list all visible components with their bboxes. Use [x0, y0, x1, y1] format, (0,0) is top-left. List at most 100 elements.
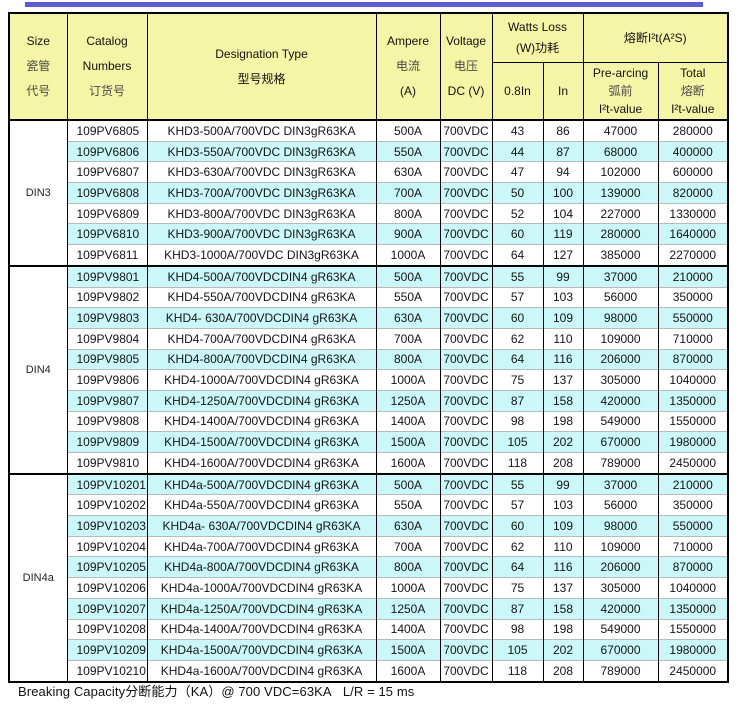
designation-cell: KHD4a-1250A/700VDCDIN4 gR63KA — [146, 597, 377, 619]
watts-08in-cell: 62 — [491, 535, 544, 557]
total-line1: Total — [680, 66, 706, 80]
watts-in-cell: 86 — [542, 118, 584, 142]
watts-loss-line2: (W)功耗 — [515, 41, 560, 55]
watts-08in-cell: 52 — [491, 202, 544, 224]
watts-08in-cell: 64 — [491, 556, 544, 578]
watts-08in-cell: 60 — [491, 515, 544, 537]
watts-08in-cell: 105 — [491, 431, 544, 453]
watts-08in-cell: 60 — [491, 307, 544, 329]
designation-cell: KHD4a-800A/700VDCDIN4 gR63KA — [146, 556, 377, 578]
watts-in-cell: 109 — [542, 307, 584, 329]
catalog-header-line2: Numbers — [82, 59, 132, 73]
total-cell: 870000 — [657, 348, 729, 370]
size-group-cell: DIN4a — [8, 472, 68, 682]
ampere-cell: 630A — [375, 515, 441, 537]
prearcing-cell: 305000 — [582, 577, 659, 599]
table-row: 109PV10204 KHD4a-700A/700VDCDIN4 gR63KA 70… — [9, 535, 729, 557]
voltage-cell: 700VDC — [439, 556, 493, 578]
designation-cell: KHD4-1250A/700VDCDIN4 gR63KA — [146, 389, 377, 412]
table-row: 109PV10205 KHD4a-800A/700VDCDIN4 gR63KA 80… — [9, 556, 729, 578]
ampere-header-line1: Ampere — [386, 34, 430, 48]
catalog-cell: 109PV9809 — [66, 431, 148, 453]
catalog-cell: 109PV10203 — [66, 515, 148, 537]
prearcing-cell: 56000 — [582, 494, 659, 516]
total-cell: 350000 — [657, 494, 729, 516]
total-cell: 1980000 — [657, 639, 729, 661]
total-cell: 400000 — [657, 140, 729, 162]
designation-cell: KHD4-800A/700VDCDIN4 gR63KA — [146, 348, 377, 370]
prearcing-cell: 98000 — [582, 515, 659, 537]
catalog-cell: 109PV6805 — [66, 118, 148, 142]
prearcing-cell: 670000 — [582, 431, 659, 453]
voltage-cell: 700VDC — [439, 515, 493, 537]
voltage-cell: 700VDC — [439, 161, 493, 183]
catalog-cell: 109PV10201 — [66, 472, 148, 495]
total-cell: 2450000 — [657, 451, 729, 474]
watts-in-cell: 94 — [542, 161, 584, 183]
prearcing-cell: 670000 — [582, 639, 659, 661]
watts-08in-cell: 60 — [491, 223, 544, 245]
catalog-cell: 109PV9806 — [66, 369, 148, 391]
designation-cell: KHD4-1400A/700VDCDIN4 gR63KA — [146, 410, 377, 432]
prearcing-cell: 549000 — [582, 618, 659, 640]
watts-in-cell: 198 — [542, 410, 584, 432]
watts-08in-cell: 47 — [491, 161, 544, 183]
prearcing-cell: 102000 — [582, 161, 659, 183]
size-header-line1: Size — [26, 34, 50, 48]
total-cell: 350000 — [657, 286, 729, 308]
col-header-designation: Designation Type 型号规格 — [146, 12, 377, 121]
table-row: 109PV6811 KHD3-1000A/700VDC DIN3gR63KA 100… — [9, 244, 729, 266]
ampere-cell: 900A — [375, 223, 441, 245]
total-cell: 870000 — [657, 556, 729, 578]
table-row: 109PV10206 KHD4a-1000A/700VDCDIN4 gR63KA 1… — [9, 577, 729, 599]
catalog-cell: 109PV6807 — [66, 161, 148, 183]
col-group-watts-loss: Watts Loss (W)功耗 — [491, 12, 584, 63]
prearcing-line3: I²t-value — [598, 102, 643, 116]
voltage-cell: 700VDC — [439, 451, 493, 474]
ampere-cell: 1600A — [375, 659, 441, 682]
prearcing-cell: 420000 — [582, 597, 659, 619]
ampere-cell: 700A — [375, 182, 441, 204]
watts-in-cell: 103 — [542, 286, 584, 308]
voltage-cell: 700VDC — [439, 472, 493, 495]
voltage-cell: 700VDC — [439, 659, 493, 682]
watts-in-cell: 137 — [542, 577, 584, 599]
watts-in-cell: 158 — [542, 597, 584, 619]
watts-in-cell: 104 — [542, 202, 584, 224]
table-row: 109PV6807 KHD3-630A/700VDC DIN3gR63KA 630A… — [9, 161, 729, 183]
watts-in-cell: 100 — [542, 182, 584, 204]
total-cell: 2270000 — [657, 244, 729, 266]
ampere-cell: 550A — [375, 140, 441, 162]
size-header-line2: 瓷管 — [26, 59, 51, 73]
ampere-header-line2: 电流 — [395, 59, 420, 73]
voltage-cell: 700VDC — [439, 118, 493, 142]
catalog-cell: 109PV9810 — [66, 451, 148, 474]
voltage-cell: 700VDC — [439, 244, 493, 266]
watts-in-cell: 137 — [542, 369, 584, 391]
voltage-header-line1: Voltage — [445, 34, 487, 48]
designation-cell: KHD3-1000A/700VDC DIN3gR63KA — [146, 244, 377, 266]
total-cell: 1330000 — [657, 202, 729, 224]
ampere-cell: 1600A — [375, 451, 441, 474]
total-cell: 820000 — [657, 182, 729, 204]
designation-cell: KHD4a-1500A/700VDCDIN4 gR63KA — [146, 639, 377, 661]
watts-in-cell: 116 — [542, 348, 584, 370]
prearcing-cell: 56000 — [582, 286, 659, 308]
catalog-cell: 109PV6808 — [66, 182, 148, 204]
designation-cell: KHD4-550A/700VDCDIN4 gR63KA — [146, 286, 377, 308]
table-row: 109PV10202 KHD4a-550A/700VDCDIN4 gR63KA 55… — [9, 494, 729, 516]
table-row: 109PV9802 KHD4-550A/700VDCDIN4 gR63KA 550A… — [9, 286, 729, 308]
watts-08in-cell: 75 — [491, 577, 544, 599]
catalog-cell: 109PV10207 — [66, 597, 148, 619]
ampere-cell: 700A — [375, 535, 441, 557]
watts-08in-cell: 118 — [491, 659, 544, 682]
watts-08in-cell: 87 — [491, 389, 544, 412]
voltage-cell: 700VDC — [439, 307, 493, 329]
prearcing-line1: Pre-arcing — [592, 66, 649, 80]
catalog-cell: 109PV9801 — [66, 264, 148, 287]
ampere-cell: 550A — [375, 494, 441, 516]
watts-in-cell: 127 — [542, 244, 584, 266]
prearcing-cell: 109000 — [582, 535, 659, 557]
catalog-cell: 109PV9804 — [66, 327, 148, 350]
voltage-cell: 700VDC — [439, 327, 493, 350]
